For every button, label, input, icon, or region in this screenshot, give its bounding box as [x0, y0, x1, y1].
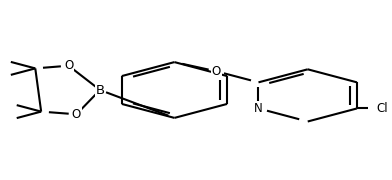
Text: N: N — [254, 102, 263, 115]
Text: O: O — [72, 108, 81, 121]
Text: O: O — [64, 59, 73, 72]
Text: Cl: Cl — [377, 102, 388, 115]
Text: O: O — [212, 65, 221, 78]
Text: B: B — [95, 84, 105, 96]
